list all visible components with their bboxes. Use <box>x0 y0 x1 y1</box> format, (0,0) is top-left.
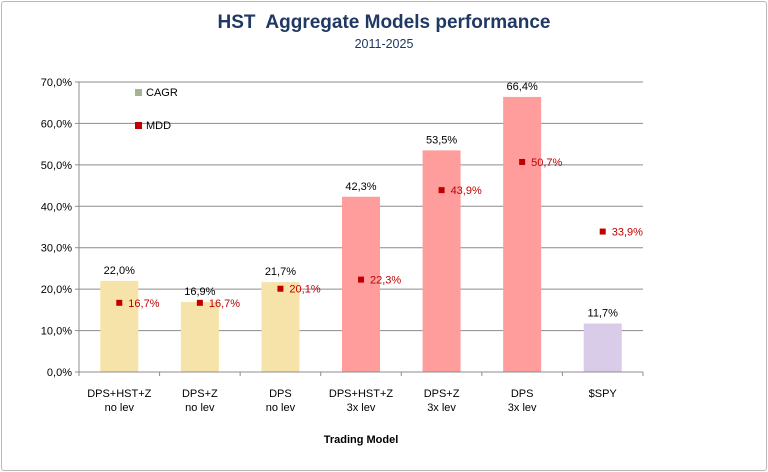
bar-cagr <box>342 196 380 372</box>
data-label-cagr: 11,7% <box>588 308 619 320</box>
data-label-mdd: 20,1% <box>289 284 320 296</box>
x-category-label: no lev <box>105 402 135 414</box>
data-label-mdd: 50,7% <box>531 157 562 169</box>
x-category-label: DPS+Z <box>182 388 218 400</box>
x-category-label: DPS <box>269 388 292 400</box>
y-tick-label: 0,0% <box>47 367 72 379</box>
data-label-mdd: 16,7% <box>128 298 159 310</box>
x-axis: DPS+HST+Z no lev DPS+Z no lev DPS no lev DPS+H… <box>78 371 644 414</box>
marker-mdd <box>519 158 526 165</box>
y-tick-label: 60,0% <box>41 118 72 130</box>
mdd-markers: 16,7% 16,7% 20,1% 22,3% 43,9% 50,7% 33,9% <box>116 157 643 310</box>
data-label-cagr: 42,3% <box>345 181 376 193</box>
chart-title: HST Aggregate Models performance <box>218 12 551 33</box>
marker-mdd <box>116 299 123 306</box>
x-category-label: no lev <box>266 402 296 414</box>
chart-subtitle: 2011-2025 <box>355 37 414 51</box>
gridlines <box>79 81 643 332</box>
x-category-label: 3x lev <box>427 402 456 414</box>
legend-label-mdd: MDD <box>146 120 171 132</box>
x-category-label: DPS+HST+Z <box>87 388 151 400</box>
y-tick-label: 40,0% <box>41 201 72 213</box>
data-label-cagr: 16,9% <box>184 286 215 298</box>
marker-mdd <box>358 276 364 283</box>
cagr-bars: 22,0% 16,9% 21,7% 42,3% 53,5% 66,4% 11,7% <box>100 81 622 373</box>
bar-cagr <box>261 282 300 372</box>
data-label-cagr: 22,0% <box>104 265 135 277</box>
data-label-mdd: 33,9% <box>612 227 643 239</box>
marker-mdd <box>277 285 284 292</box>
x-category-label: 3x lev <box>347 402 376 414</box>
x-category-label: DPS+Z <box>424 388 460 400</box>
y-tick-label: 20,0% <box>41 284 72 296</box>
data-label-mdd: 16,7% <box>209 298 240 310</box>
x-category-label: 3x lev <box>508 402 537 414</box>
data-label-cagr: 21,7% <box>265 266 296 278</box>
legend-label-cagr: CAGR <box>146 87 178 99</box>
bar-cagr <box>422 150 461 372</box>
bar-cagr <box>503 96 542 373</box>
legend-swatch-mdd <box>135 122 142 129</box>
x-category-label: no lev <box>185 402 215 414</box>
legend-swatch-cagr <box>135 89 142 96</box>
y-tick-label: 30,0% <box>41 243 72 255</box>
bar-cagr <box>180 301 219 372</box>
bar-cagr <box>100 280 139 372</box>
data-label-mdd: 22,3% <box>370 275 401 287</box>
x-category-label: DPS+HST+Z <box>329 388 393 400</box>
y-tick-label: 70,0% <box>41 77 72 89</box>
y-tick-label: 10,0% <box>41 326 72 338</box>
data-label-cagr: 53,5% <box>426 134 457 146</box>
x-category-label: DPS <box>511 388 534 400</box>
x-category-label: $SPY <box>589 388 618 400</box>
x-axis-title: Trading Model <box>324 434 399 446</box>
data-label-cagr: 66,4% <box>507 81 538 93</box>
legend: CAGR MDD <box>135 87 178 132</box>
marker-mdd <box>599 228 606 235</box>
bar-cagr <box>583 323 622 372</box>
y-tick-label: 50,0% <box>41 160 72 172</box>
data-label-mdd: 43,9% <box>451 185 482 197</box>
y-axis: 0,0% 10,0% 20,0% 30,0% 40,0% 50,0% 60,0% 70,0% <box>41 77 80 379</box>
marker-mdd <box>438 187 445 194</box>
marker-mdd <box>196 299 203 306</box>
